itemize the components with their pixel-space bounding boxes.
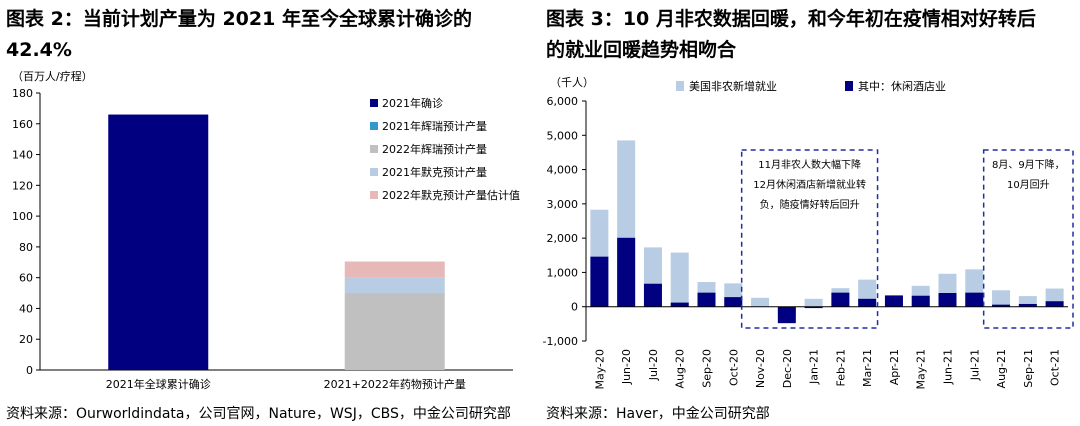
left-y-tick-label: 160 bbox=[12, 118, 33, 131]
left-bar-segment bbox=[344, 277, 445, 294]
left-y-tick-label: 60 bbox=[19, 272, 33, 285]
right-x-tick-label: Feb-21 bbox=[834, 349, 847, 386]
right-bar bbox=[965, 292, 984, 307]
annotation-box-aug-oct bbox=[982, 149, 1074, 329]
right-x-tick-label: Oct-21 bbox=[1049, 349, 1062, 386]
right-bar bbox=[1045, 301, 1064, 307]
left-bar-segment bbox=[344, 293, 445, 370]
left-panel: 图表 2：当前计划产量为 2021 年至今全球累计确诊的 42.4% （百万人/… bbox=[0, 0, 535, 426]
right-bar bbox=[670, 252, 689, 307]
left-x-tick-label: 2021+2022年药物预计产量 bbox=[324, 377, 466, 391]
right-x-tick-label: Aug-20 bbox=[674, 349, 687, 388]
right-bar bbox=[911, 295, 930, 307]
right-bar bbox=[884, 295, 903, 307]
right-bar bbox=[992, 290, 1011, 307]
right-bar bbox=[938, 293, 957, 307]
right-legend-swatch bbox=[845, 81, 853, 91]
left-y-tick-label: 20 bbox=[19, 333, 33, 346]
right-legend-label: 其中：休闲酒店业 bbox=[858, 79, 946, 93]
right-bar bbox=[992, 304, 1011, 307]
left-y-tick-label: 120 bbox=[12, 179, 33, 192]
right-x-tick-label: Jan-21 bbox=[808, 349, 821, 385]
right-legend-swatch bbox=[676, 81, 684, 91]
left-legend-label: 2021年默克预计产量 bbox=[382, 165, 487, 179]
annotation-text-aug-oct: 10月回升 bbox=[1007, 179, 1050, 191]
right-bar bbox=[1018, 303, 1037, 307]
right-y-tick-label: -1,000 bbox=[543, 335, 578, 348]
left-title-line-1: 图表 2：当前计划产量为 2021 年至今全球累计确诊的 bbox=[6, 8, 472, 30]
right-bar bbox=[643, 283, 662, 307]
right-x-tick-label: Dec-20 bbox=[781, 349, 794, 388]
left-source-note: 资料来源：Ourworldindata，公司官网，Nature，WSJ，CBS，… bbox=[6, 406, 511, 422]
left-title-line-2: 42.4% bbox=[6, 39, 72, 61]
left-y-tick-label: 40 bbox=[19, 302, 33, 315]
left-y-tick-label: 140 bbox=[12, 149, 33, 162]
right-bar bbox=[590, 256, 609, 307]
left-legend-swatch bbox=[370, 99, 378, 107]
right-y-axis-label: （千人） bbox=[550, 76, 594, 89]
left-legend-label: 2021年辉瑞预计产量 bbox=[382, 119, 487, 133]
right-bar bbox=[670, 302, 689, 307]
right-bar bbox=[804, 306, 823, 309]
right-x-tick-label: Sep-21 bbox=[1022, 349, 1035, 388]
annotation-box-nov-mar bbox=[740, 149, 879, 329]
right-x-tick-label: Jun-21 bbox=[942, 349, 955, 385]
right-y-tick-label: 3,000 bbox=[547, 198, 579, 211]
left-legend-label: 2021年确诊 bbox=[382, 96, 443, 110]
annotation-text-nov-mar: 11月非农人数大幅下降 bbox=[758, 158, 861, 171]
right-legend-label: 美国非农新增就业 bbox=[689, 79, 777, 93]
left-legend-label: 2022年默克预计产量估计值 bbox=[382, 188, 520, 202]
right-y-tick-label: 1,000 bbox=[547, 266, 579, 279]
right-x-tick-label: Jul-21 bbox=[968, 349, 981, 381]
right-x-tick-label: Jul-20 bbox=[647, 349, 660, 381]
right-bar bbox=[697, 292, 716, 307]
annotation-text-nov-mar: 负，随疫情好转后回升 bbox=[760, 198, 860, 211]
right-x-tick-label: Aug-21 bbox=[995, 349, 1008, 388]
right-bar bbox=[751, 297, 770, 307]
left-x-tick-label: 2021年全球累计确诊 bbox=[106, 377, 211, 391]
right-y-tick-label: 2,000 bbox=[547, 232, 579, 245]
left-y-tick-label: 180 bbox=[12, 87, 33, 100]
left-legend-swatch bbox=[370, 191, 378, 199]
right-chart: （千人） -1,000 0 1,000 2,000 3,000 4,000 5,000 6,00… bbox=[543, 76, 1074, 390]
left-chart-title: 图表 2：当前计划产量为 2021 年至今全球累计确诊的 42.4% bbox=[6, 4, 526, 66]
left-bar-segment bbox=[108, 114, 209, 371]
right-x-tick-label: Oct-20 bbox=[727, 349, 740, 386]
right-x-tick-label: Mar-21 bbox=[861, 349, 874, 387]
left-legend-swatch bbox=[370, 145, 378, 153]
right-x-tick-label: May-21 bbox=[915, 349, 928, 390]
left-bar-segment bbox=[344, 261, 445, 278]
right-title-line-2: 的就业回暖趋势相吻合 bbox=[546, 39, 737, 61]
right-bar bbox=[1018, 296, 1037, 307]
left-legend-swatch bbox=[370, 168, 378, 176]
right-bar bbox=[724, 297, 743, 307]
left-legend-swatch bbox=[370, 122, 378, 130]
right-y-tick-label: 6,000 bbox=[547, 95, 579, 108]
right-x-tick-label: Apr-21 bbox=[888, 349, 901, 385]
right-x-tick-label: Sep-20 bbox=[701, 349, 714, 388]
left-y-tick-label: 80 bbox=[19, 241, 33, 254]
annotation-text-aug-oct: 8月、9月下降， bbox=[992, 158, 1065, 171]
right-bar bbox=[804, 298, 823, 307]
left-legend-label: 2022年辉瑞预计产量 bbox=[382, 142, 487, 156]
right-chart-title: 图表 3：10 月非农数据回暖，和今年初在疫情相对好转后 的就业回暖趋势相吻合 bbox=[546, 4, 1066, 66]
right-x-tick-label: Nov-20 bbox=[754, 349, 767, 388]
right-bar bbox=[858, 298, 877, 307]
annotation-text-nov-mar: 12月休闲酒店新增就业转 bbox=[753, 178, 866, 191]
left-y-axis-label: （百万人/疗程） bbox=[12, 69, 93, 83]
right-bar bbox=[777, 306, 796, 324]
right-y-tick-label: 4,000 bbox=[547, 164, 579, 177]
left-y-tick-label: 100 bbox=[12, 210, 33, 223]
right-source-note: 资料来源：Haver，中金公司研究部 bbox=[546, 406, 770, 422]
right-y-tick-label: 0 bbox=[571, 301, 578, 314]
left-y-tick-label: 0 bbox=[26, 364, 33, 377]
right-panel: 图表 3：10 月非农数据回暖，和今年初在疫情相对好转后 的就业回暖趋势相吻合 … bbox=[540, 0, 1080, 426]
right-y-tick-label: 5,000 bbox=[547, 129, 579, 142]
right-bar bbox=[831, 292, 850, 307]
right-title-line-1: 图表 3：10 月非农数据回暖，和今年初在疫情相对好转后 bbox=[546, 8, 1036, 30]
left-chart: （百万人/疗程） 0 20 40 60 80 100 120 140 160 180 2021年全球累… bbox=[12, 69, 520, 391]
right-bar bbox=[617, 237, 636, 307]
right-x-tick-label: May-20 bbox=[593, 349, 606, 390]
right-x-tick-label: Jun-20 bbox=[620, 349, 633, 385]
